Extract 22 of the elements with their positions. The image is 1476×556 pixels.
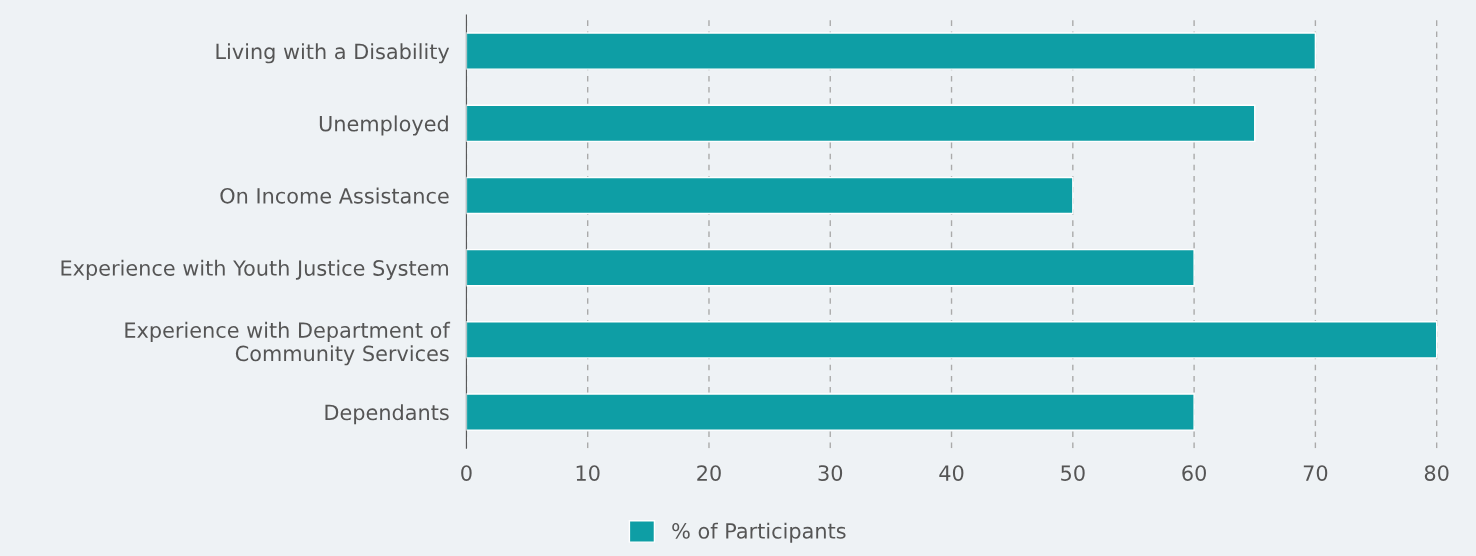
bar [466, 248, 1195, 287]
x-tick-label: 40 [939, 465, 964, 481]
y-tick-label: On Income Assistance [220, 187, 449, 204]
x-tick-label: 80 [1424, 465, 1449, 481]
y-tick-label: Experience with Department of Community Services [125, 321, 451, 366]
x-tick-label: 10 [576, 465, 600, 481]
y-tick-label: Dependants [325, 404, 449, 425]
bar [466, 393, 1195, 431]
x-tick-label: 30 [818, 465, 843, 481]
legend-label: % of Participants [672, 522, 846, 543]
y-tick-label: Unemployed [319, 115, 448, 136]
bar [466, 32, 1317, 70]
y-tick-label: Living with a Disability [216, 43, 450, 64]
x-tick-label: 0 [461, 465, 472, 481]
x-tick-label: 60 [1182, 465, 1206, 481]
x-tick-label: 20 [697, 465, 721, 481]
x-tick-label: 70 [1303, 465, 1328, 481]
bar [466, 321, 1438, 359]
bar [466, 176, 1074, 215]
y-tick-label: Experience with Youth Justice System [61, 259, 448, 280]
x-tick-label: 50 [1061, 465, 1085, 481]
bar [466, 104, 1256, 143]
